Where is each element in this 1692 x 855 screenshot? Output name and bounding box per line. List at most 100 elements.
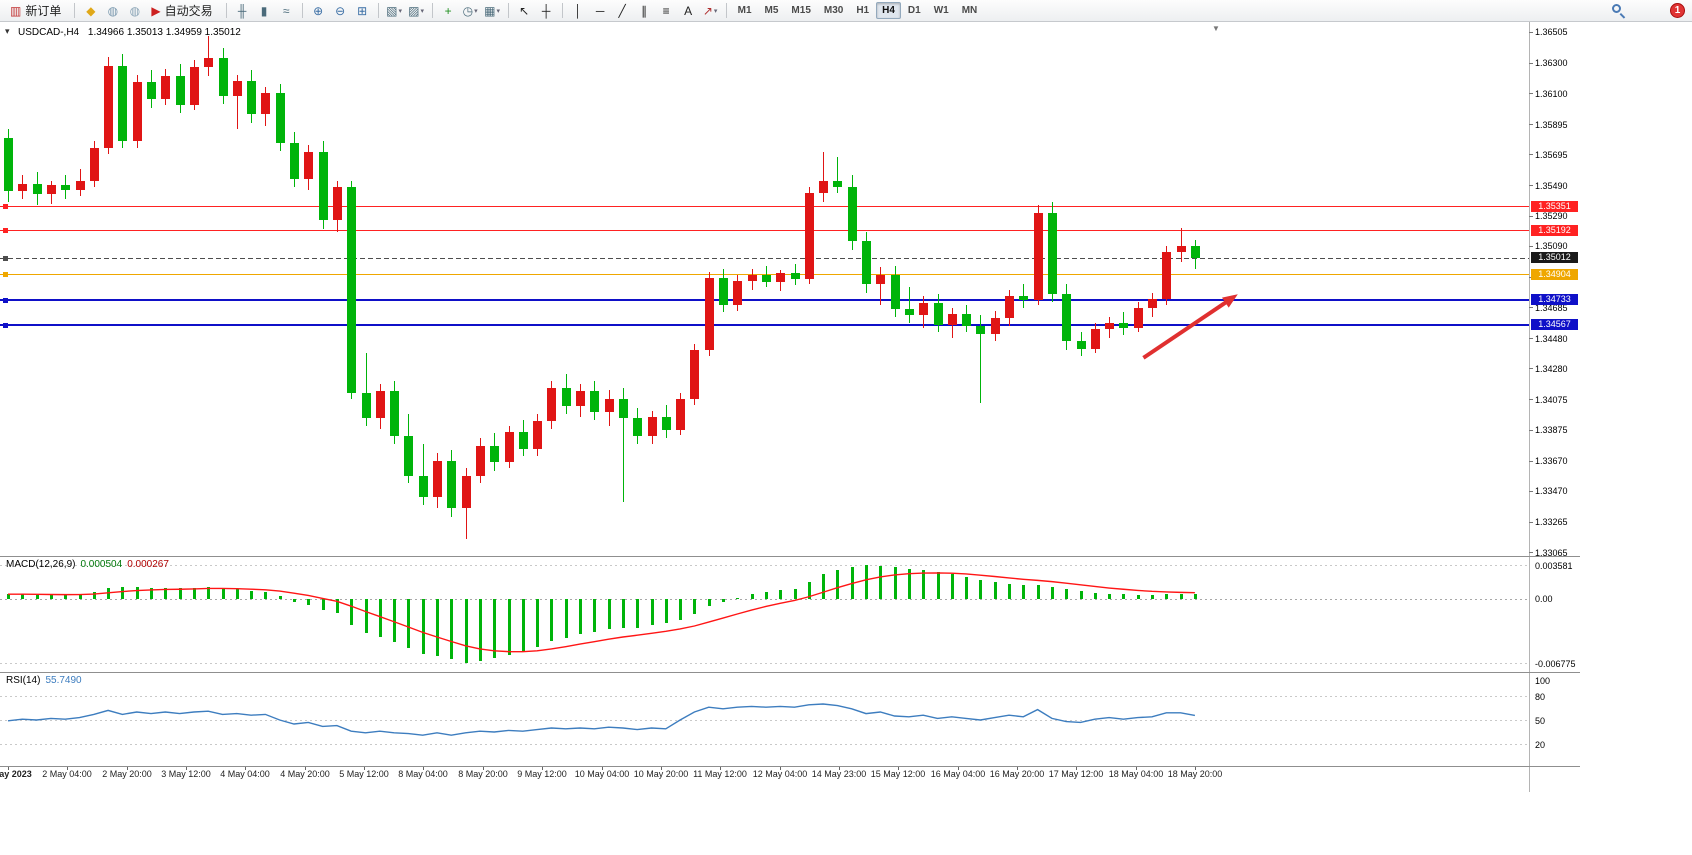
macd-histogram-bar <box>508 598 511 655</box>
templates-icon[interactable]: ▦ ▾ <box>482 2 503 20</box>
signals-icon[interactable]: ◍ <box>102 2 123 20</box>
autotrading-button-label: 自动交易 <box>164 4 213 18</box>
candle <box>633 418 642 437</box>
resistance-line-upper-handle[interactable] <box>3 204 8 210</box>
support-line-upper-handle[interactable] <box>3 297 8 303</box>
zoom-out-icon[interactable]: ⊖ <box>330 2 351 20</box>
rsi-level-line <box>0 720 1529 721</box>
candle <box>1005 295 1014 319</box>
macd-histogram-bar <box>1080 591 1083 599</box>
tile-windows-icon[interactable]: ⊞ <box>352 2 373 20</box>
market-icon[interactable]: ◆ <box>80 2 101 20</box>
candle <box>833 180 842 187</box>
fibonacci-icon[interactable]: ≡ <box>656 2 677 20</box>
new-order-icon: ▥ <box>10 3 22 18</box>
pivot-line-orange[interactable] <box>0 274 1529 275</box>
chart-shift-marker[interactable]: ▼ <box>1212 24 1220 33</box>
candle <box>705 277 714 351</box>
macd-histogram-bar <box>693 598 696 615</box>
panel-divider[interactable] <box>0 766 1580 767</box>
macd-histogram-bar <box>36 595 39 599</box>
vps-icon[interactable]: ◍ <box>124 2 145 20</box>
support-line-upper[interactable] <box>0 299 1529 301</box>
macd-histogram-bar <box>836 569 839 599</box>
profiles-icon[interactable]: ▨ ▾ <box>406 2 427 20</box>
arrows-icon: ↗ <box>702 3 713 18</box>
candle <box>919 303 928 316</box>
trend-arrow-line[interactable] <box>1142 299 1229 360</box>
horizontal-line-icon[interactable]: ─ <box>590 2 611 20</box>
candle <box>61 185 70 190</box>
resistance-line-upper[interactable] <box>0 206 1529 207</box>
cursor-icon[interactable]: ↖ <box>514 2 535 20</box>
line-chart-icon[interactable]: ≈ <box>276 2 297 20</box>
text-icon[interactable]: A <box>678 2 699 20</box>
candle-wick <box>837 156 838 193</box>
arrows-icon[interactable]: ↗ ▾ <box>700 2 721 20</box>
periods-icon[interactable]: ◷ ▾ <box>460 2 481 20</box>
new-order-button[interactable]: ▥ 新订单 <box>5 0 69 21</box>
one-click-trading-icon[interactable]: ▾ <box>5 26 10 36</box>
notification-badge[interactable]: 1 <box>1670 3 1685 18</box>
time-axis-label: 4 May 20:00 <box>280 769 330 779</box>
time-axis-label: 10 May 04:00 <box>574 769 630 779</box>
macd-histogram-bar <box>293 598 296 602</box>
resistance-line-upper-price-label: 1.35351 <box>1531 200 1578 212</box>
candle <box>590 391 599 413</box>
time-axis-tick <box>1017 766 1018 770</box>
price-axis-tick <box>1529 399 1533 401</box>
time-axis-tick <box>1136 766 1137 770</box>
chart-ohlc-values: 1.34966 1.35013 1.34959 1.35012 <box>87 27 241 38</box>
macd-histogram-bar <box>493 598 496 659</box>
current-price-line[interactable] <box>0 258 1529 259</box>
timeframe-D1[interactable]: D1 <box>907 5 921 16</box>
candlestick-chart-icon[interactable]: ▮ <box>254 2 275 20</box>
macd-histogram-bar <box>79 594 82 599</box>
vertical-line-icon[interactable]: │ <box>568 2 589 20</box>
trendline-icon[interactable]: ╱ <box>612 2 633 20</box>
candle <box>662 416 671 431</box>
macd-histogram-bar <box>1022 584 1025 599</box>
current-price-line-handle[interactable] <box>3 255 8 261</box>
panel-divider[interactable] <box>0 556 1580 557</box>
resistance-line-lower-handle[interactable] <box>3 228 8 234</box>
timeframe-MN[interactable]: MN <box>961 5 978 16</box>
pivot-line-orange-handle[interactable] <box>3 272 8 277</box>
chart-plot-area[interactable]: ▾ USDCAD-,H4 1.34966 1.35013 1.34959 1.3… <box>0 22 1692 855</box>
timeframe-H1[interactable]: H1 <box>856 5 870 16</box>
vps-icon: ◍ <box>129 3 141 18</box>
macd-histogram-bar <box>479 598 482 662</box>
timeframe-M1[interactable]: M1 <box>737 5 752 16</box>
candle <box>319 152 328 221</box>
price-axis-label: 1.35490 <box>1535 180 1568 191</box>
timeframe-M5[interactable]: M5 <box>764 5 779 16</box>
resistance-line-lower[interactable] <box>0 230 1529 231</box>
timeframe-M30[interactable]: M30 <box>823 5 844 16</box>
time-axis-label: 2 May 20:00 <box>102 769 152 779</box>
panel-divider[interactable] <box>0 672 1580 673</box>
bar-chart-icon[interactable]: ╫ <box>232 2 253 20</box>
candle <box>562 388 571 407</box>
crosshair-icon[interactable]: ┼ <box>536 2 557 20</box>
macd-histogram-bar <box>722 598 725 602</box>
timeframe-H4[interactable]: H4 <box>876 2 901 19</box>
indicators-icon[interactable]: + <box>438 2 459 20</box>
time-axis-tick <box>127 766 128 770</box>
search-icon[interactable] <box>1611 3 1626 19</box>
time-axis-label: 4 May 04:00 <box>220 769 270 779</box>
price-axis-tick <box>1529 307 1533 309</box>
zoom-in-icon[interactable]: ⊕ <box>308 2 329 20</box>
time-axis-label: 17 May 12:00 <box>1048 769 1104 779</box>
timeframe-M15[interactable]: M15 <box>791 5 811 16</box>
macd-histogram-bar <box>608 598 611 630</box>
candle <box>1019 295 1028 301</box>
channel-icon[interactable]: ∥ <box>634 2 655 20</box>
timeframe-W1[interactable]: W1 <box>933 5 949 16</box>
new-chart-icon[interactable]: ▧ ▾ <box>384 2 405 20</box>
macd-histogram-bar <box>1094 593 1097 599</box>
support-line-lower[interactable] <box>0 324 1529 326</box>
support-line-lower-handle[interactable] <box>3 322 8 328</box>
autotrading-button[interactable]: ▶ 自动交易 <box>146 0 220 21</box>
toolbar-separator <box>431 3 433 18</box>
candle <box>1148 298 1157 308</box>
